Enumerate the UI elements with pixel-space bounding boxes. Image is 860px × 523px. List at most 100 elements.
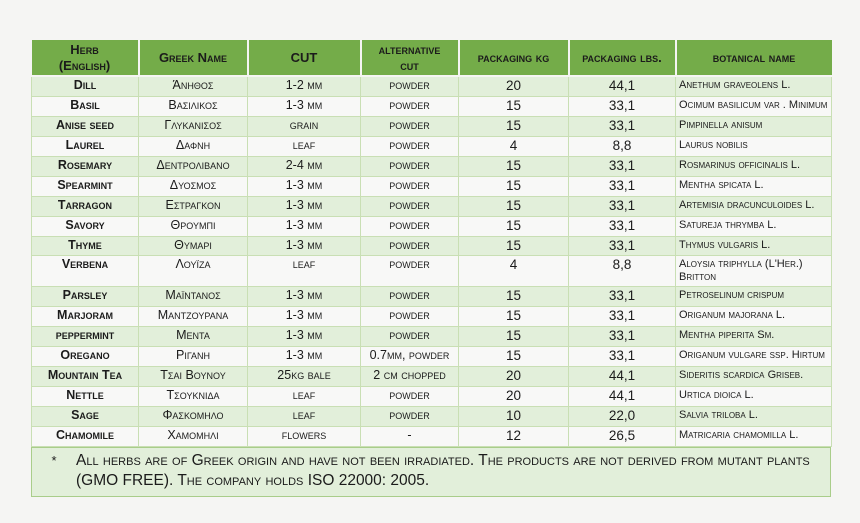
cell-alt-cut: powder bbox=[360, 195, 459, 217]
cell-botanical: Mentha spicata L. bbox=[675, 175, 832, 197]
cell-pack-kg: 15 bbox=[458, 235, 569, 257]
cell-botanical: Thymus vulgaris L. bbox=[675, 235, 832, 257]
cell-botanical: Laurus nobilis bbox=[675, 135, 832, 157]
table-row: Anise seed Γλυκανισος grain powder 15 33,1 Pim… bbox=[31, 116, 832, 137]
cell-greek: Λουϊζα bbox=[138, 255, 248, 288]
cell-herb: Parsley bbox=[31, 286, 139, 308]
footnote-text: All herbs are of Greek origin and have n… bbox=[76, 451, 810, 489]
table-row: Spearmint Δυοσμος 1-3 mm powder 15 33,1 Mentha… bbox=[31, 175, 832, 197]
table-row: Tarragon Εστραγκον 1-3 mm powder 15 33,1 Artem… bbox=[31, 195, 832, 217]
cell-alt-cut: powder bbox=[360, 255, 459, 288]
cell-alt-cut: powder bbox=[360, 386, 459, 407]
cell-pack-kg: 4 bbox=[458, 255, 569, 288]
cell-cut: grain bbox=[247, 116, 361, 137]
cell-pack-lbs: 8,8 bbox=[568, 255, 676, 288]
cell-greek: Δυοσμος bbox=[138, 175, 248, 197]
table-row: Basil Βασιλικος 1-3 mm powder 15 33,1 Ocimum b… bbox=[31, 96, 832, 118]
cell-alt-cut: powder bbox=[360, 75, 459, 98]
cell-botanical: Aloysia triphylla (L'Her.) Britton bbox=[675, 255, 832, 288]
table-row: Sage Φασκομηλο leaf powder 10 22,0 Salvia tril… bbox=[31, 405, 832, 427]
footnote: * All herbs are of Greek origin and have… bbox=[31, 446, 831, 498]
cell-herb: Marjoram bbox=[31, 306, 139, 328]
footnote-asterisk-icon: * bbox=[51, 452, 57, 468]
cell-pack-lbs: 44,1 bbox=[568, 366, 676, 388]
cell-pack-lbs: 33,1 bbox=[568, 215, 676, 237]
cell-herb: Basil bbox=[31, 96, 139, 118]
cell-greek: Μαντζουρανα bbox=[138, 306, 248, 328]
cell-pack-kg: 10 bbox=[458, 405, 569, 427]
cell-herb: Nettle bbox=[31, 386, 139, 407]
cell-pack-lbs: 33,1 bbox=[568, 326, 676, 348]
cell-greek: Μεντα bbox=[138, 326, 248, 348]
cell-pack-kg: 20 bbox=[458, 366, 569, 388]
cell-botanical: Pimpinella anisum bbox=[675, 116, 832, 137]
table-row: Thyme Θυμαρι 1-3 mm powder 15 33,1 Thymus vulg… bbox=[31, 235, 832, 257]
cell-cut: leaf bbox=[247, 405, 361, 427]
cell-pack-kg: 15 bbox=[458, 286, 569, 308]
cell-botanical: Rosmarinus officinalis L. bbox=[675, 155, 832, 177]
column-header-alt-cut: alternative cut bbox=[360, 40, 460, 78]
cell-pack-kg: 15 bbox=[458, 215, 569, 237]
cell-alt-cut: powder bbox=[360, 116, 459, 137]
column-header-botanical: botanical name bbox=[675, 40, 832, 78]
cell-greek: Φασκομηλο bbox=[138, 405, 248, 427]
column-header-pack-lbs: packaging lbs. bbox=[568, 40, 677, 78]
cell-cut: 1-3 mm bbox=[247, 175, 361, 197]
column-header-cut: CUT bbox=[247, 40, 362, 78]
cell-botanical: Origanum majorana L. bbox=[675, 306, 832, 328]
cell-cut: 1-3 mm bbox=[247, 306, 361, 328]
cell-herb: Mountain Tea bbox=[31, 366, 139, 388]
cell-herb: Savory bbox=[31, 215, 139, 237]
cell-botanical: Petroselinum crispum bbox=[675, 286, 832, 308]
cell-pack-lbs: 26,5 bbox=[568, 425, 676, 447]
cell-pack-lbs: 33,1 bbox=[568, 195, 676, 217]
cell-pack-lbs: 33,1 bbox=[568, 96, 676, 118]
cell-herb: Thyme bbox=[31, 235, 139, 257]
table-row: Parsley Μαϊντανος 1-3 mm powder 15 33,1 Petros… bbox=[31, 286, 832, 308]
cell-herb: Anise seed bbox=[31, 116, 139, 137]
cell-greek: Μαϊντανος bbox=[138, 286, 248, 308]
cell-herb: Rosemary bbox=[31, 155, 139, 177]
cell-greek: Θρουμπι bbox=[138, 215, 248, 237]
table-row: Chamomile Χαμομηλι flowers -12 26,5 Matricari… bbox=[31, 425, 832, 447]
cell-pack-lbs: 33,1 bbox=[568, 235, 676, 257]
herbs-table: Herb (English) Greek Name CUT alternativ… bbox=[31, 40, 832, 447]
cell-alt-cut: powder bbox=[360, 326, 459, 348]
cell-alt-cut: powder bbox=[360, 306, 459, 328]
table-row: Nettle Τσουκνιδα leaf powder 20 44,1 Urtica di… bbox=[31, 386, 832, 407]
table-row: Laurel Δαφνη leaf powder 4 8,8 Laurus nobilis bbox=[31, 135, 832, 157]
cell-herb: Spearmint bbox=[31, 175, 139, 197]
cell-cut: leaf bbox=[247, 386, 361, 407]
cell-alt-cut: powder bbox=[360, 405, 459, 427]
cell-alt-cut: 2 cm chopped bbox=[360, 366, 459, 388]
cell-alt-cut: powder bbox=[360, 235, 459, 257]
cell-cut: 1-3 mm bbox=[247, 326, 361, 348]
cell-pack-lbs: 44,1 bbox=[568, 75, 676, 98]
cell-herb: peppermint bbox=[31, 326, 139, 348]
table-row: Oregano Ριγανη 1-3 mm 0.7mm, powder 15 33,1 Or… bbox=[31, 346, 832, 368]
cell-herb: Sage bbox=[31, 405, 139, 427]
cell-herb: Oregano bbox=[31, 346, 139, 368]
cell-greek: Βασιλικος bbox=[138, 96, 248, 118]
cell-cut: leaf bbox=[247, 135, 361, 157]
cell-alt-cut: - bbox=[360, 425, 459, 447]
table-row: Verbena Λουϊζα leaf powder 4 8,8 Aloysia triph… bbox=[31, 255, 832, 288]
cell-herb: Dill bbox=[31, 75, 139, 98]
table-row: peppermint Μεντα 1-3 mm powder 15 33,1 Mentha … bbox=[31, 326, 832, 348]
column-header-greek: Greek Name bbox=[138, 40, 249, 78]
cell-pack-lbs: 33,1 bbox=[568, 306, 676, 328]
cell-cut: 1-3 mm bbox=[247, 235, 361, 257]
cell-pack-kg: 15 bbox=[458, 346, 569, 368]
cell-botanical: Urtica dioica L. bbox=[675, 386, 832, 407]
cell-greek: Δαφνη bbox=[138, 135, 248, 157]
cell-botanical: Sideritis scardica Griseb. bbox=[675, 366, 832, 388]
cell-pack-kg: 15 bbox=[458, 116, 569, 137]
cell-pack-kg: 15 bbox=[458, 306, 569, 328]
cell-pack-kg: 12 bbox=[458, 425, 569, 447]
cell-cut: 2-4 mm bbox=[247, 155, 361, 177]
cell-botanical: Ocimum basilicum var . Minimum bbox=[675, 96, 832, 118]
table-row: Marjoram Μαντζουρανα 1-3 mm powder 15 33,1 Ori… bbox=[31, 306, 832, 328]
cell-alt-cut: 0.7mm, powder bbox=[360, 346, 459, 368]
cell-pack-lbs: 44,1 bbox=[568, 386, 676, 407]
table-row: Dill Άνηθος 1-2 mm powder 20 44,1 Anethum grav… bbox=[31, 75, 832, 98]
